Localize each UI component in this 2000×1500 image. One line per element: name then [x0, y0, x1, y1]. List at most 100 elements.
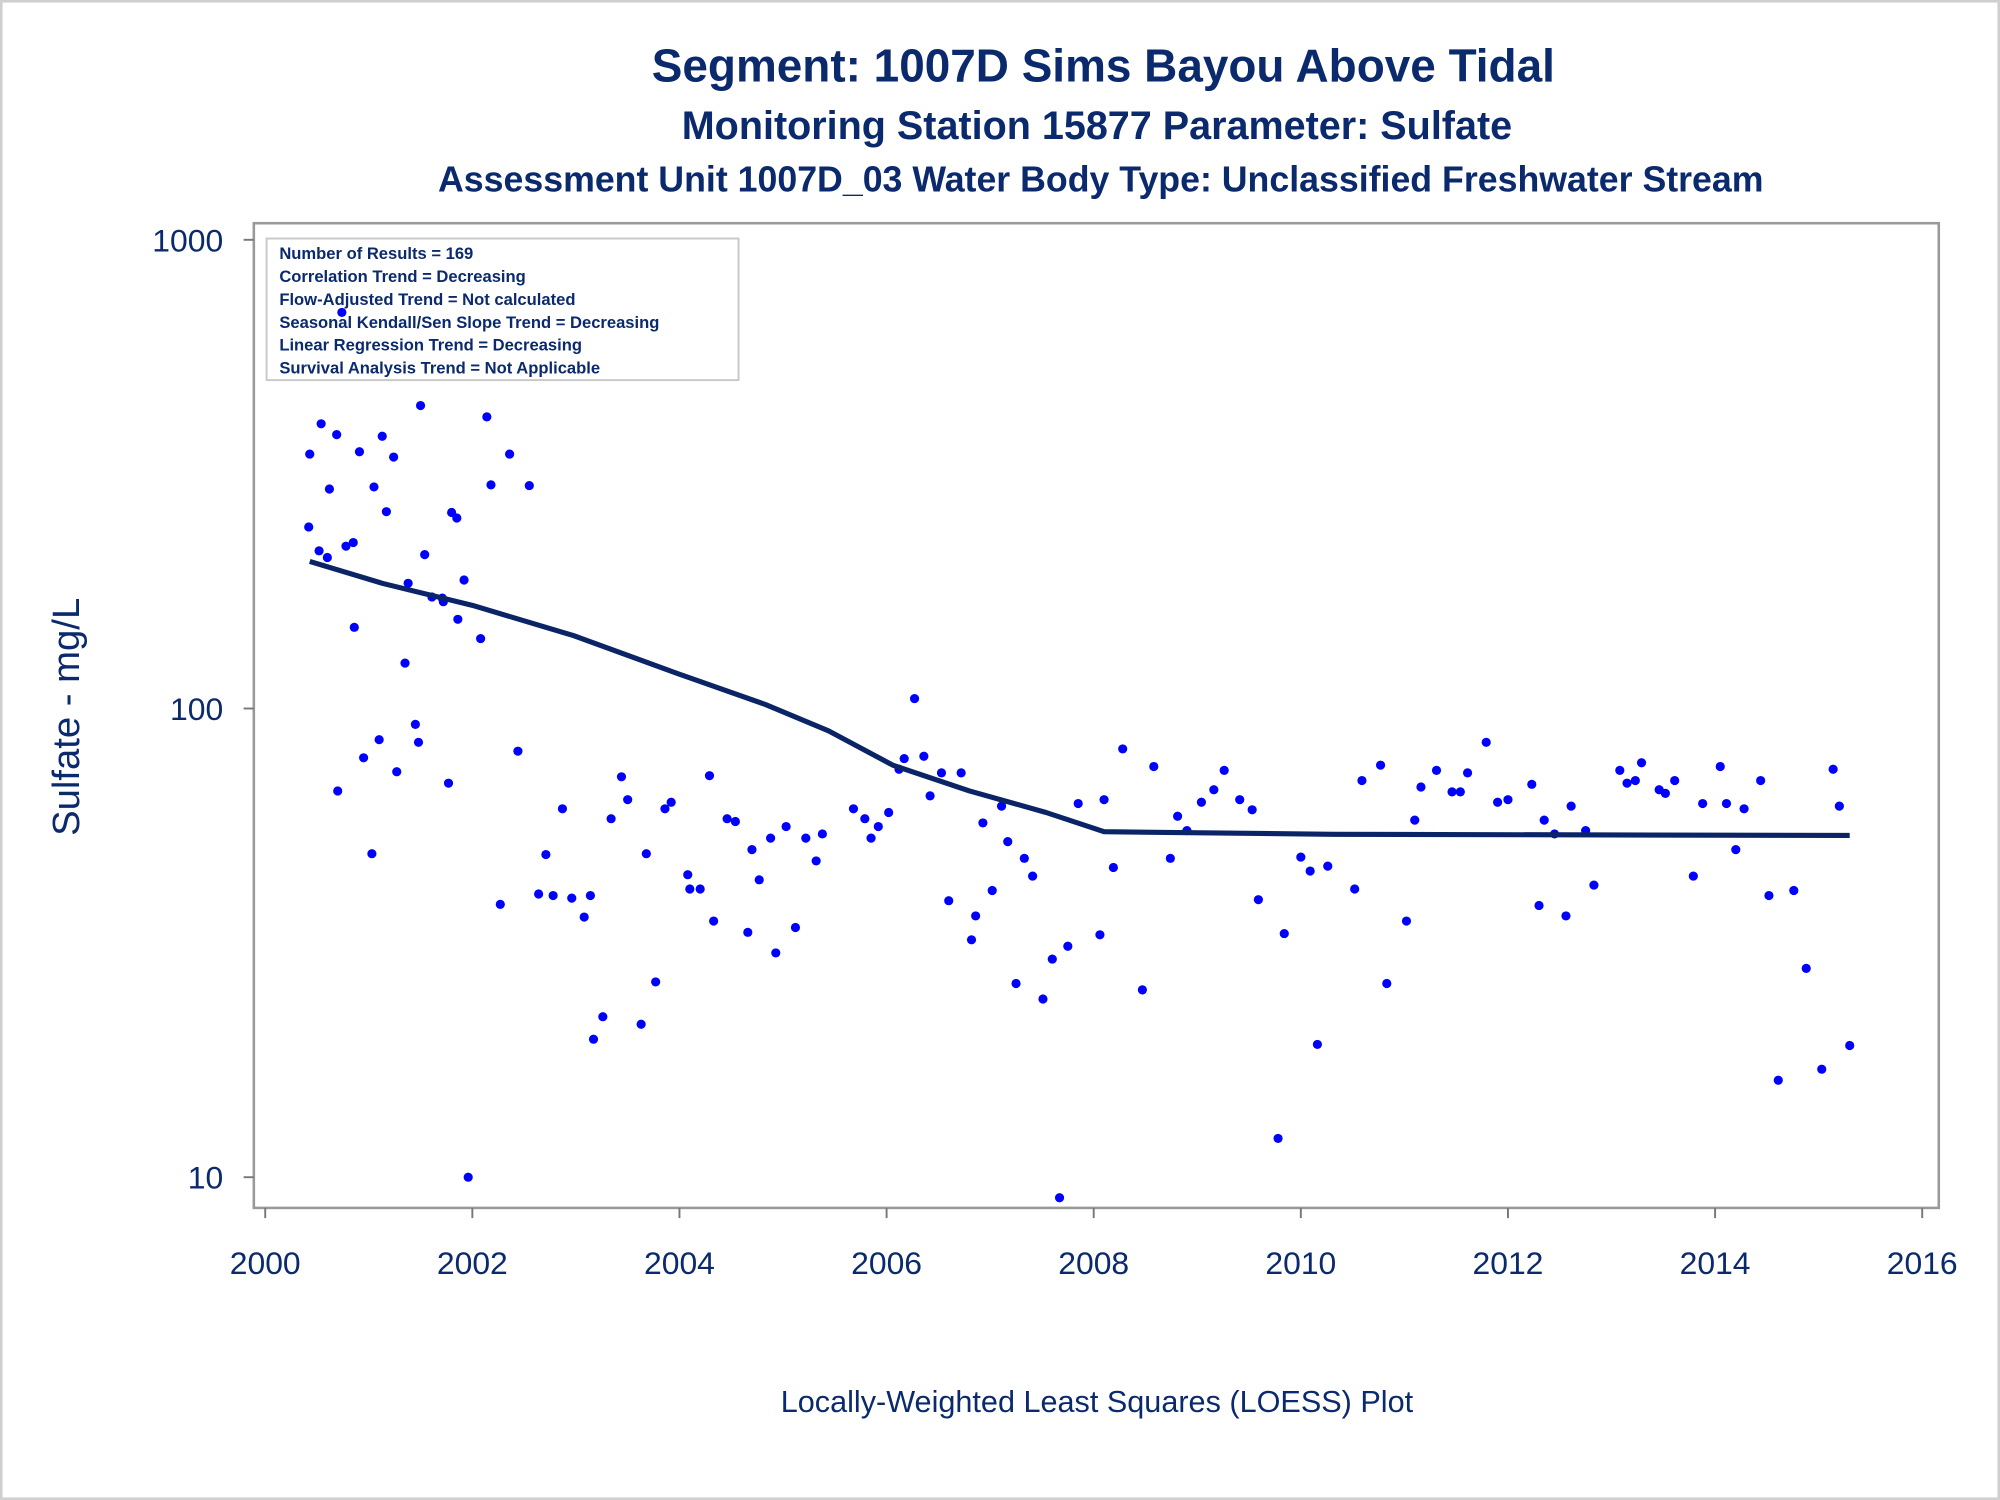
data-point	[1047, 954, 1057, 964]
data-point	[443, 778, 454, 788]
x-tick-label: 2016	[1887, 1245, 1958, 1281]
data-point	[403, 578, 413, 588]
data-point	[1312, 1039, 1322, 1050]
data-point	[743, 927, 753, 937]
data-point	[1019, 853, 1029, 863]
data-point	[557, 804, 568, 814]
data-point	[524, 480, 534, 491]
data-point	[1801, 963, 1811, 973]
data-point	[1688, 871, 1698, 881]
data-point	[722, 814, 732, 824]
data-point	[1462, 768, 1473, 778]
data-point	[1099, 795, 1109, 805]
data-point	[709, 916, 719, 926]
data-point	[314, 546, 324, 556]
data-point	[801, 833, 811, 843]
data-point	[771, 948, 781, 958]
data-point	[1493, 797, 1503, 807]
data-point	[1561, 911, 1571, 921]
data-point	[1137, 985, 1147, 995]
x-tick-label: 2006	[851, 1245, 922, 1281]
data-point	[1273, 1133, 1283, 1143]
y-tick-label: 10	[188, 1160, 223, 1196]
data-point	[534, 889, 544, 899]
data-point	[505, 449, 515, 459]
data-point	[541, 849, 551, 860]
data-point	[666, 797, 676, 807]
data-point	[348, 537, 358, 548]
data-point	[1296, 852, 1306, 862]
data-point	[996, 801, 1007, 811]
data-point	[354, 447, 365, 457]
data-point	[866, 833, 876, 843]
data-point	[1219, 765, 1229, 775]
loess-line	[309, 558, 1850, 839]
data-point	[452, 513, 462, 523]
data-point	[1410, 815, 1420, 825]
data-point	[860, 814, 870, 824]
data-point	[1455, 787, 1465, 797]
chart-subtitle: Monitoring Station 15877 Parameter: Sulf…	[682, 104, 1512, 148]
data-point	[316, 419, 326, 429]
data-point	[322, 552, 332, 563]
data-point	[1375, 760, 1386, 770]
annotation: Seasonal Kendall/Sen Slope Trend = Decre…	[279, 313, 659, 332]
data-point	[1118, 744, 1128, 754]
data-point	[579, 912, 589, 922]
data-point	[1660, 788, 1670, 798]
data-point	[695, 884, 705, 894]
data-point	[1108, 862, 1118, 873]
data-point	[925, 791, 935, 801]
data-point	[1447, 787, 1457, 797]
data-point	[420, 550, 430, 560]
data-point	[766, 833, 776, 843]
x-tick-label: 2012	[1472, 1245, 1543, 1281]
data-point	[1764, 890, 1774, 901]
data-point	[324, 484, 335, 494]
data-point	[1539, 815, 1549, 825]
data-point	[1173, 811, 1183, 821]
data-point	[848, 804, 859, 814]
data-point	[1247, 805, 1257, 815]
y-tick-label: 1000	[152, 222, 223, 258]
annotation: Flow-Adjusted Trend = Not calculated	[279, 290, 575, 309]
data-point	[337, 307, 347, 318]
data-point	[305, 449, 315, 459]
data-point	[1698, 798, 1708, 809]
data-point	[971, 911, 981, 921]
data-point	[349, 622, 359, 632]
data-point	[389, 452, 399, 462]
data-point	[1828, 764, 1838, 774]
data-point	[623, 795, 633, 805]
data-point	[1235, 795, 1245, 805]
data-point	[1534, 900, 1544, 911]
data-point	[1054, 1193, 1065, 1203]
data-point	[1011, 978, 1021, 989]
data-point	[1739, 804, 1749, 814]
annotation: Survival Analysis Trend = Not Applicable	[279, 359, 600, 378]
data-point	[651, 977, 661, 987]
data-point	[1382, 978, 1392, 989]
data-point	[413, 737, 424, 747]
data-point	[1063, 941, 1073, 951]
footnote: Locally-Weighted Least Squares (LOESS) P…	[781, 1385, 1414, 1419]
data-point	[400, 658, 410, 668]
data-point	[978, 818, 988, 828]
data-point	[1279, 928, 1289, 939]
data-point	[919, 751, 929, 761]
data-point	[1789, 885, 1799, 896]
data-point	[1196, 797, 1207, 807]
data-point	[1845, 1040, 1855, 1051]
data-point	[513, 746, 523, 756]
data-point	[598, 1012, 608, 1022]
data-point	[730, 816, 740, 827]
data-point	[1003, 837, 1013, 847]
data-point	[1357, 775, 1367, 786]
data-point	[936, 768, 947, 778]
data-point	[1028, 871, 1038, 881]
annotation: Number of Results = 169	[279, 244, 473, 263]
plot-frame	[252, 221, 1941, 1210]
data-point	[606, 814, 616, 824]
annotation: Linear Regression Trend = Decreasing	[279, 336, 582, 355]
data-point	[341, 541, 351, 551]
